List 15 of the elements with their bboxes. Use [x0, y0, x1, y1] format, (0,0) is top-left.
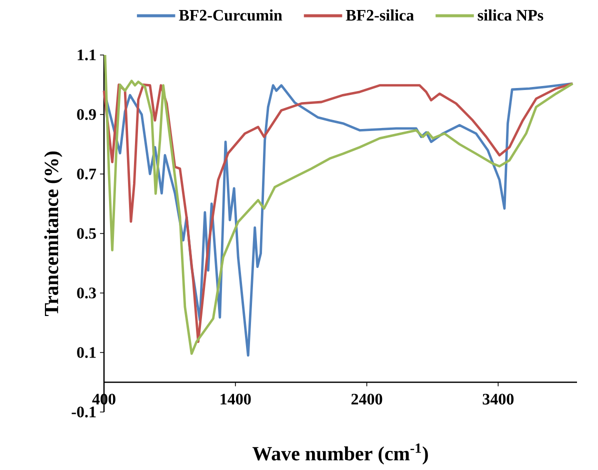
legend-label: silica NPs: [478, 9, 544, 21]
x-tick-label: 3400: [482, 394, 514, 405]
y-tick-label: 0.9: [77, 109, 96, 120]
x-tick-label: 1400: [220, 394, 251, 405]
y-tick-label: 0.5: [77, 228, 96, 239]
legend-label: BF2-Curcumin: [178, 9, 282, 21]
x-axis-title: Wave number (cm$^{-1}$): [252, 444, 428, 465]
y-axis-title: Trancemitance (%): [44, 152, 62, 316]
x-tick-label: 2400: [351, 394, 382, 405]
y-tick-label: 0.7: [77, 168, 96, 180]
y-tick-label: 1.1: [78, 50, 96, 60]
y-tick-label: 0.1: [77, 347, 96, 358]
y-tick-label: -0.1: [72, 406, 96, 418]
y-tick-label: 0.3: [77, 288, 96, 298]
legend-label: BF2-silica: [346, 9, 414, 21]
